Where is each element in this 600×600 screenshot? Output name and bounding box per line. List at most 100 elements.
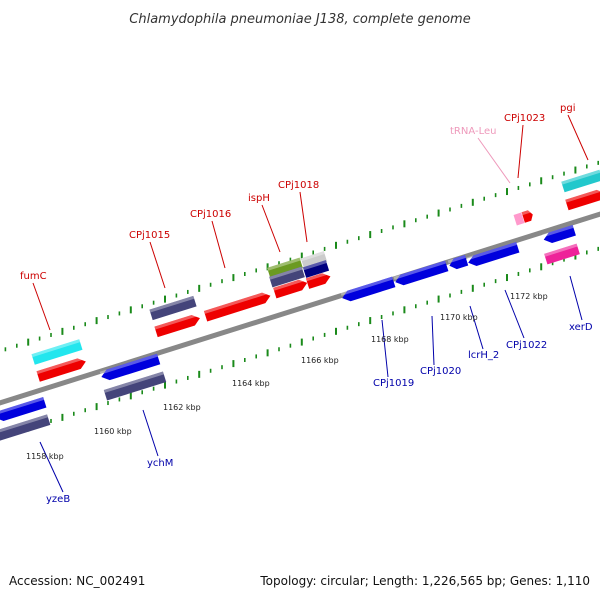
cpj1015-gene-highlight — [149, 295, 195, 313]
pgi-cds-highlight — [565, 187, 600, 203]
cpj1018-gene-top-shape — [300, 251, 328, 269]
cpj1023-cds-shape — [521, 210, 533, 223]
gene-label-xerd[interactable]: xerD — [569, 322, 593, 333]
cpj1015-gene-shape — [149, 295, 197, 321]
leader-line — [211, 220, 226, 269]
cpj1019-cds — [340, 276, 396, 302]
isph-gene-top-shape — [267, 257, 303, 279]
ychm-cds-shape — [103, 371, 167, 401]
gene-label-cpj1016[interactable]: CPj1016 — [190, 209, 231, 220]
fumc-gene-shape — [31, 339, 83, 365]
cpj1016-cds-highlight — [203, 290, 270, 314]
gene-label-ychm[interactable]: ychM — [147, 458, 173, 469]
pgi-cds-shape — [565, 189, 600, 211]
yzeb-cds-shape — [0, 414, 51, 442]
cpj1022-cds-shape — [468, 241, 520, 266]
xerd-gene — [544, 243, 580, 265]
isph-gene-mid-highlight — [269, 266, 303, 280]
yzeb-gene-shape — [0, 396, 47, 421]
trna-leu-feature — [513, 212, 525, 226]
leader-line — [149, 241, 166, 289]
label-leaders — [32, 114, 589, 493]
gene-label-yzeb[interactable]: yzeB — [46, 494, 70, 505]
leader-line — [261, 204, 281, 253]
gene-label-lcrh2[interactable]: lcrH_2 — [468, 350, 499, 361]
leader-line — [569, 275, 583, 321]
fumc-gene — [31, 339, 83, 365]
gene-label-cpj1020[interactable]: CPj1020 — [420, 366, 461, 377]
cpj1018-cds-highlight — [305, 271, 330, 282]
genome-summary-text: Topology: circular; Length: 1,226,565 bp… — [260, 574, 590, 588]
cpj1019-cds-highlight — [340, 276, 394, 296]
ychm-gene — [99, 353, 161, 381]
trna-leu-feature-shape — [513, 212, 525, 226]
cpj1016-cds-shape — [203, 292, 271, 322]
cpj1022-cds-highlight — [466, 241, 518, 261]
cpj1018-cds-shape — [305, 273, 331, 289]
fumc-cds-highlight — [36, 356, 86, 375]
cpj1015-cds-highlight — [154, 312, 200, 330]
gene-label-cpj1022[interactable]: CPj1022 — [506, 340, 547, 351]
map-title: Chlamydophila pneumoniae J138, complete … — [129, 12, 470, 27]
gene-label-isph[interactable]: ispH — [248, 193, 270, 204]
gene-label-cpj1018[interactable]: CPj1018 — [278, 180, 319, 191]
cpj1018-gene-top — [300, 251, 328, 269]
lcrh2-cds — [447, 255, 469, 270]
cpj1023-cds-highlight — [521, 209, 533, 216]
ychm-cds-highlight — [103, 371, 164, 393]
leader-line — [517, 124, 524, 179]
isph-gene-top-highlight — [267, 257, 301, 271]
leader-line — [477, 137, 511, 184]
yzeb-cds-highlight — [0, 414, 48, 435]
isph-gene-top — [267, 257, 303, 279]
xerd-cds-highlight — [542, 224, 574, 238]
tick-track-outer — [4, 160, 600, 352]
gene-label-cpj1015[interactable]: CPj1015 — [129, 230, 170, 241]
xerd-cds-shape — [543, 224, 576, 243]
xerd-cds — [542, 224, 576, 243]
pgi-gene-shape — [561, 169, 600, 193]
scale-label-1164: 1164 kbp — [232, 379, 270, 388]
accession-text: Accession: NC_002491 — [9, 574, 146, 588]
isph-gene-mid-shape — [269, 266, 305, 288]
genome-backbone — [0, 211, 600, 406]
gene-label-trna-leu[interactable]: tRNA-Leu — [450, 126, 496, 137]
isph-cds-highlight — [273, 277, 307, 291]
lcrh2-cds-highlight — [447, 255, 466, 264]
leader-line — [142, 409, 159, 457]
scale-label-1172: 1172 kbp — [510, 292, 548, 301]
yzeb-gene-highlight — [0, 396, 45, 416]
pgi-cds — [565, 187, 600, 211]
cpj1016-cds — [203, 290, 271, 322]
gene-label-cpj1019[interactable]: CPj1019 — [373, 378, 414, 389]
leader-line — [381, 319, 389, 378]
cpj1018-gene-mid-highlight — [302, 260, 327, 271]
scale-label-1168: 1168 kbp — [371, 335, 409, 344]
leader-line — [431, 315, 435, 366]
ychm-gene-shape — [101, 353, 161, 381]
scale-label-1160: 1160 kbp — [94, 427, 132, 436]
cpj1022-cds — [466, 241, 520, 266]
lcrh2-cds-shape — [449, 255, 469, 270]
ychm-cds — [103, 371, 167, 401]
cpj1015-gene — [149, 295, 197, 321]
gene-label-cpj1023[interactable]: CPj1023 — [504, 113, 545, 124]
leader-line — [39, 441, 64, 493]
cpj1020-cds-shape — [395, 260, 449, 286]
gene-label-pgi[interactable]: pgi — [560, 103, 575, 114]
cpj1018-cds — [305, 271, 331, 289]
gene-label-fumc[interactable]: fumC — [20, 271, 47, 282]
fumc-cds-shape — [36, 358, 86, 382]
pgi-gene-highlight — [561, 169, 600, 185]
isph-gene-mid — [269, 266, 305, 288]
scale-label-1166: 1166 kbp — [301, 356, 339, 365]
cpj1018-gene-mid-shape — [302, 260, 330, 278]
cpj1018-gene-top-highlight — [300, 251, 325, 262]
gene-labels: fumC CPj1015 CPj1016 ispH CPj1018 tRNA-L… — [20, 103, 593, 505]
cpj1018-gene-mid — [302, 260, 330, 278]
fumc-gene-highlight — [31, 339, 81, 358]
cpj1015-cds — [154, 312, 200, 338]
forward-features — [31, 169, 600, 382]
scale-label-1170: 1170 kbp — [440, 313, 478, 322]
